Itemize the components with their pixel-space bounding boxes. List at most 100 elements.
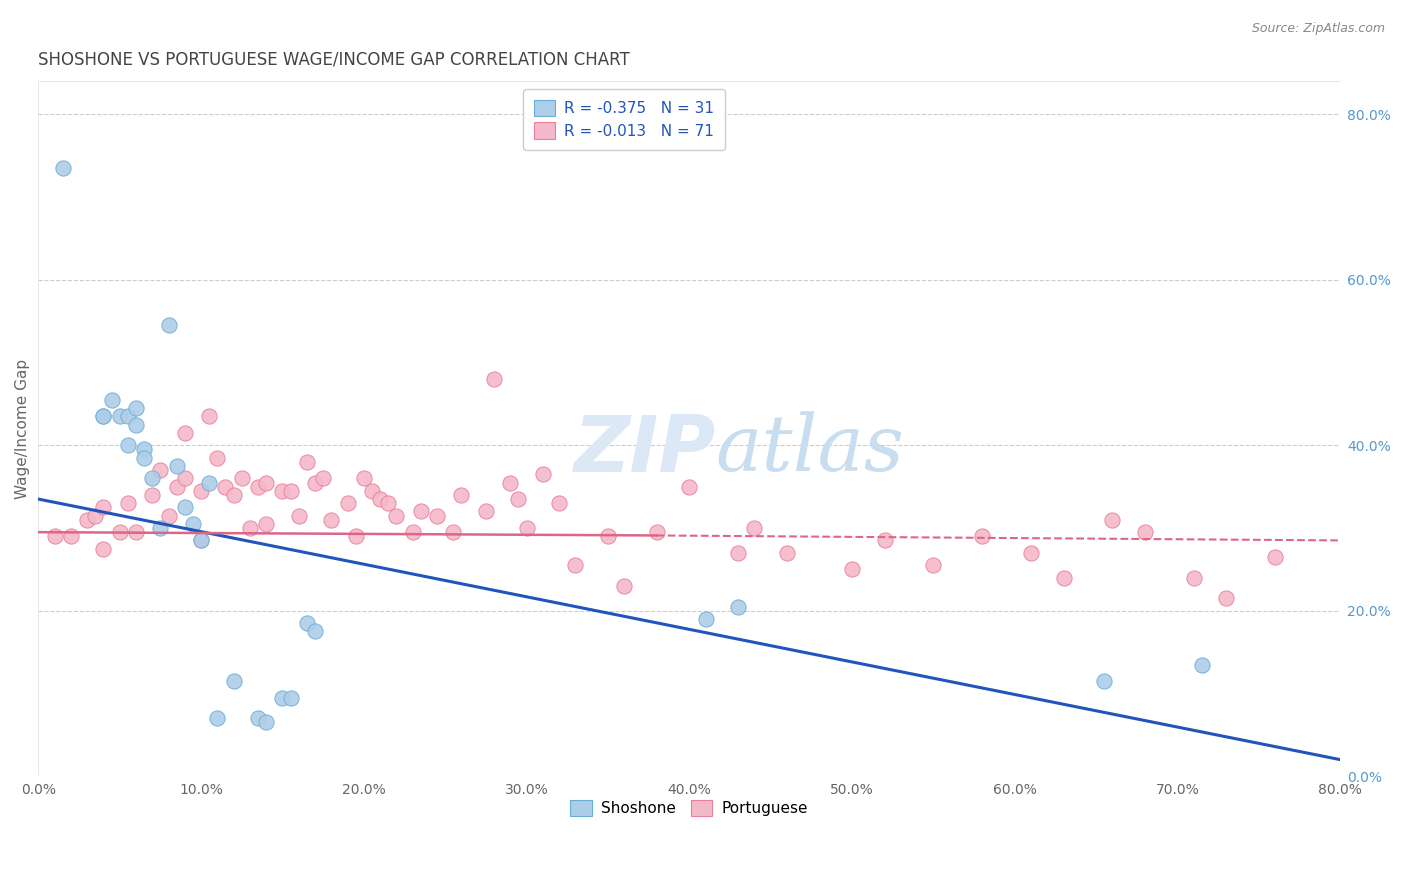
- Point: [321, 513, 343, 527]
- Point: [190, 533, 212, 548]
- Point: [841, 562, 863, 576]
- Point: [125, 525, 148, 540]
- Point: [93, 409, 115, 424]
- Point: [117, 496, 139, 510]
- Point: [1101, 513, 1123, 527]
- Point: [280, 690, 302, 705]
- Point: [499, 475, 522, 490]
- Point: [100, 392, 122, 407]
- Point: [166, 480, 188, 494]
- Point: [1182, 571, 1205, 585]
- Point: [173, 471, 195, 485]
- Point: [254, 715, 277, 730]
- Point: [84, 508, 107, 523]
- Point: [93, 500, 115, 515]
- Point: [141, 488, 163, 502]
- Point: [214, 480, 236, 494]
- Text: atlas: atlas: [716, 411, 904, 488]
- Point: [377, 496, 399, 510]
- Point: [1092, 674, 1115, 689]
- Point: [271, 483, 294, 498]
- Point: [353, 471, 375, 485]
- Point: [312, 471, 335, 485]
- Point: [117, 409, 139, 424]
- Point: [450, 488, 472, 502]
- Point: [531, 467, 554, 482]
- Point: [361, 483, 384, 498]
- Point: [190, 483, 212, 498]
- Point: [254, 516, 277, 531]
- Point: [1052, 571, 1074, 585]
- Point: [922, 558, 945, 573]
- Point: [141, 471, 163, 485]
- Point: [132, 450, 155, 465]
- Point: [744, 521, 766, 535]
- Point: [409, 504, 432, 518]
- Point: [873, 533, 896, 548]
- Point: [108, 409, 131, 424]
- Point: [125, 417, 148, 432]
- Point: [695, 612, 717, 626]
- Point: [222, 674, 245, 689]
- Point: [93, 541, 115, 556]
- Point: [1191, 657, 1213, 672]
- Point: [207, 711, 229, 725]
- Point: [52, 161, 75, 176]
- Point: [132, 442, 155, 457]
- Text: SHOSHONE VS PORTUGUESE WAGE/INCOME GAP CORRELATION CHART: SHOSHONE VS PORTUGUESE WAGE/INCOME GAP C…: [38, 51, 630, 69]
- Point: [254, 475, 277, 490]
- Point: [125, 401, 148, 415]
- Point: [295, 616, 318, 631]
- Point: [190, 533, 212, 548]
- Point: [336, 496, 359, 510]
- Point: [508, 491, 530, 506]
- Point: [247, 480, 270, 494]
- Point: [613, 579, 636, 593]
- Point: [1019, 546, 1042, 560]
- Point: [149, 463, 172, 477]
- Text: ZIP: ZIP: [574, 411, 716, 488]
- Point: [564, 558, 586, 573]
- Point: [972, 529, 994, 543]
- Point: [304, 624, 326, 639]
- Point: [1215, 591, 1237, 606]
- Point: [173, 425, 195, 440]
- Point: [401, 525, 423, 540]
- Point: [157, 318, 180, 333]
- Point: [295, 455, 318, 469]
- Point: [678, 480, 700, 494]
- Point: [385, 508, 408, 523]
- Point: [207, 450, 229, 465]
- Text: Source: ZipAtlas.com: Source: ZipAtlas.com: [1251, 22, 1385, 36]
- Point: [181, 516, 204, 531]
- Point: [44, 529, 66, 543]
- Point: [239, 521, 262, 535]
- Point: [93, 409, 115, 424]
- Point: [108, 525, 131, 540]
- Point: [304, 475, 326, 490]
- Point: [727, 546, 749, 560]
- Point: [117, 438, 139, 452]
- Point: [368, 491, 391, 506]
- Point: [1133, 525, 1156, 540]
- Point: [344, 529, 367, 543]
- Point: [247, 711, 270, 725]
- Point: [426, 508, 449, 523]
- Point: [198, 475, 221, 490]
- Point: [198, 409, 221, 424]
- Point: [482, 372, 505, 386]
- Point: [515, 521, 537, 535]
- Point: [1264, 549, 1286, 564]
- Point: [173, 500, 195, 515]
- Point: [475, 504, 498, 518]
- Point: [645, 525, 668, 540]
- Point: [287, 508, 309, 523]
- Point: [76, 513, 98, 527]
- Point: [441, 525, 464, 540]
- Y-axis label: Wage/Income Gap: Wage/Income Gap: [15, 359, 30, 499]
- Point: [157, 508, 180, 523]
- Point: [222, 488, 245, 502]
- Point: [596, 529, 619, 543]
- Point: [149, 521, 172, 535]
- Point: [776, 546, 799, 560]
